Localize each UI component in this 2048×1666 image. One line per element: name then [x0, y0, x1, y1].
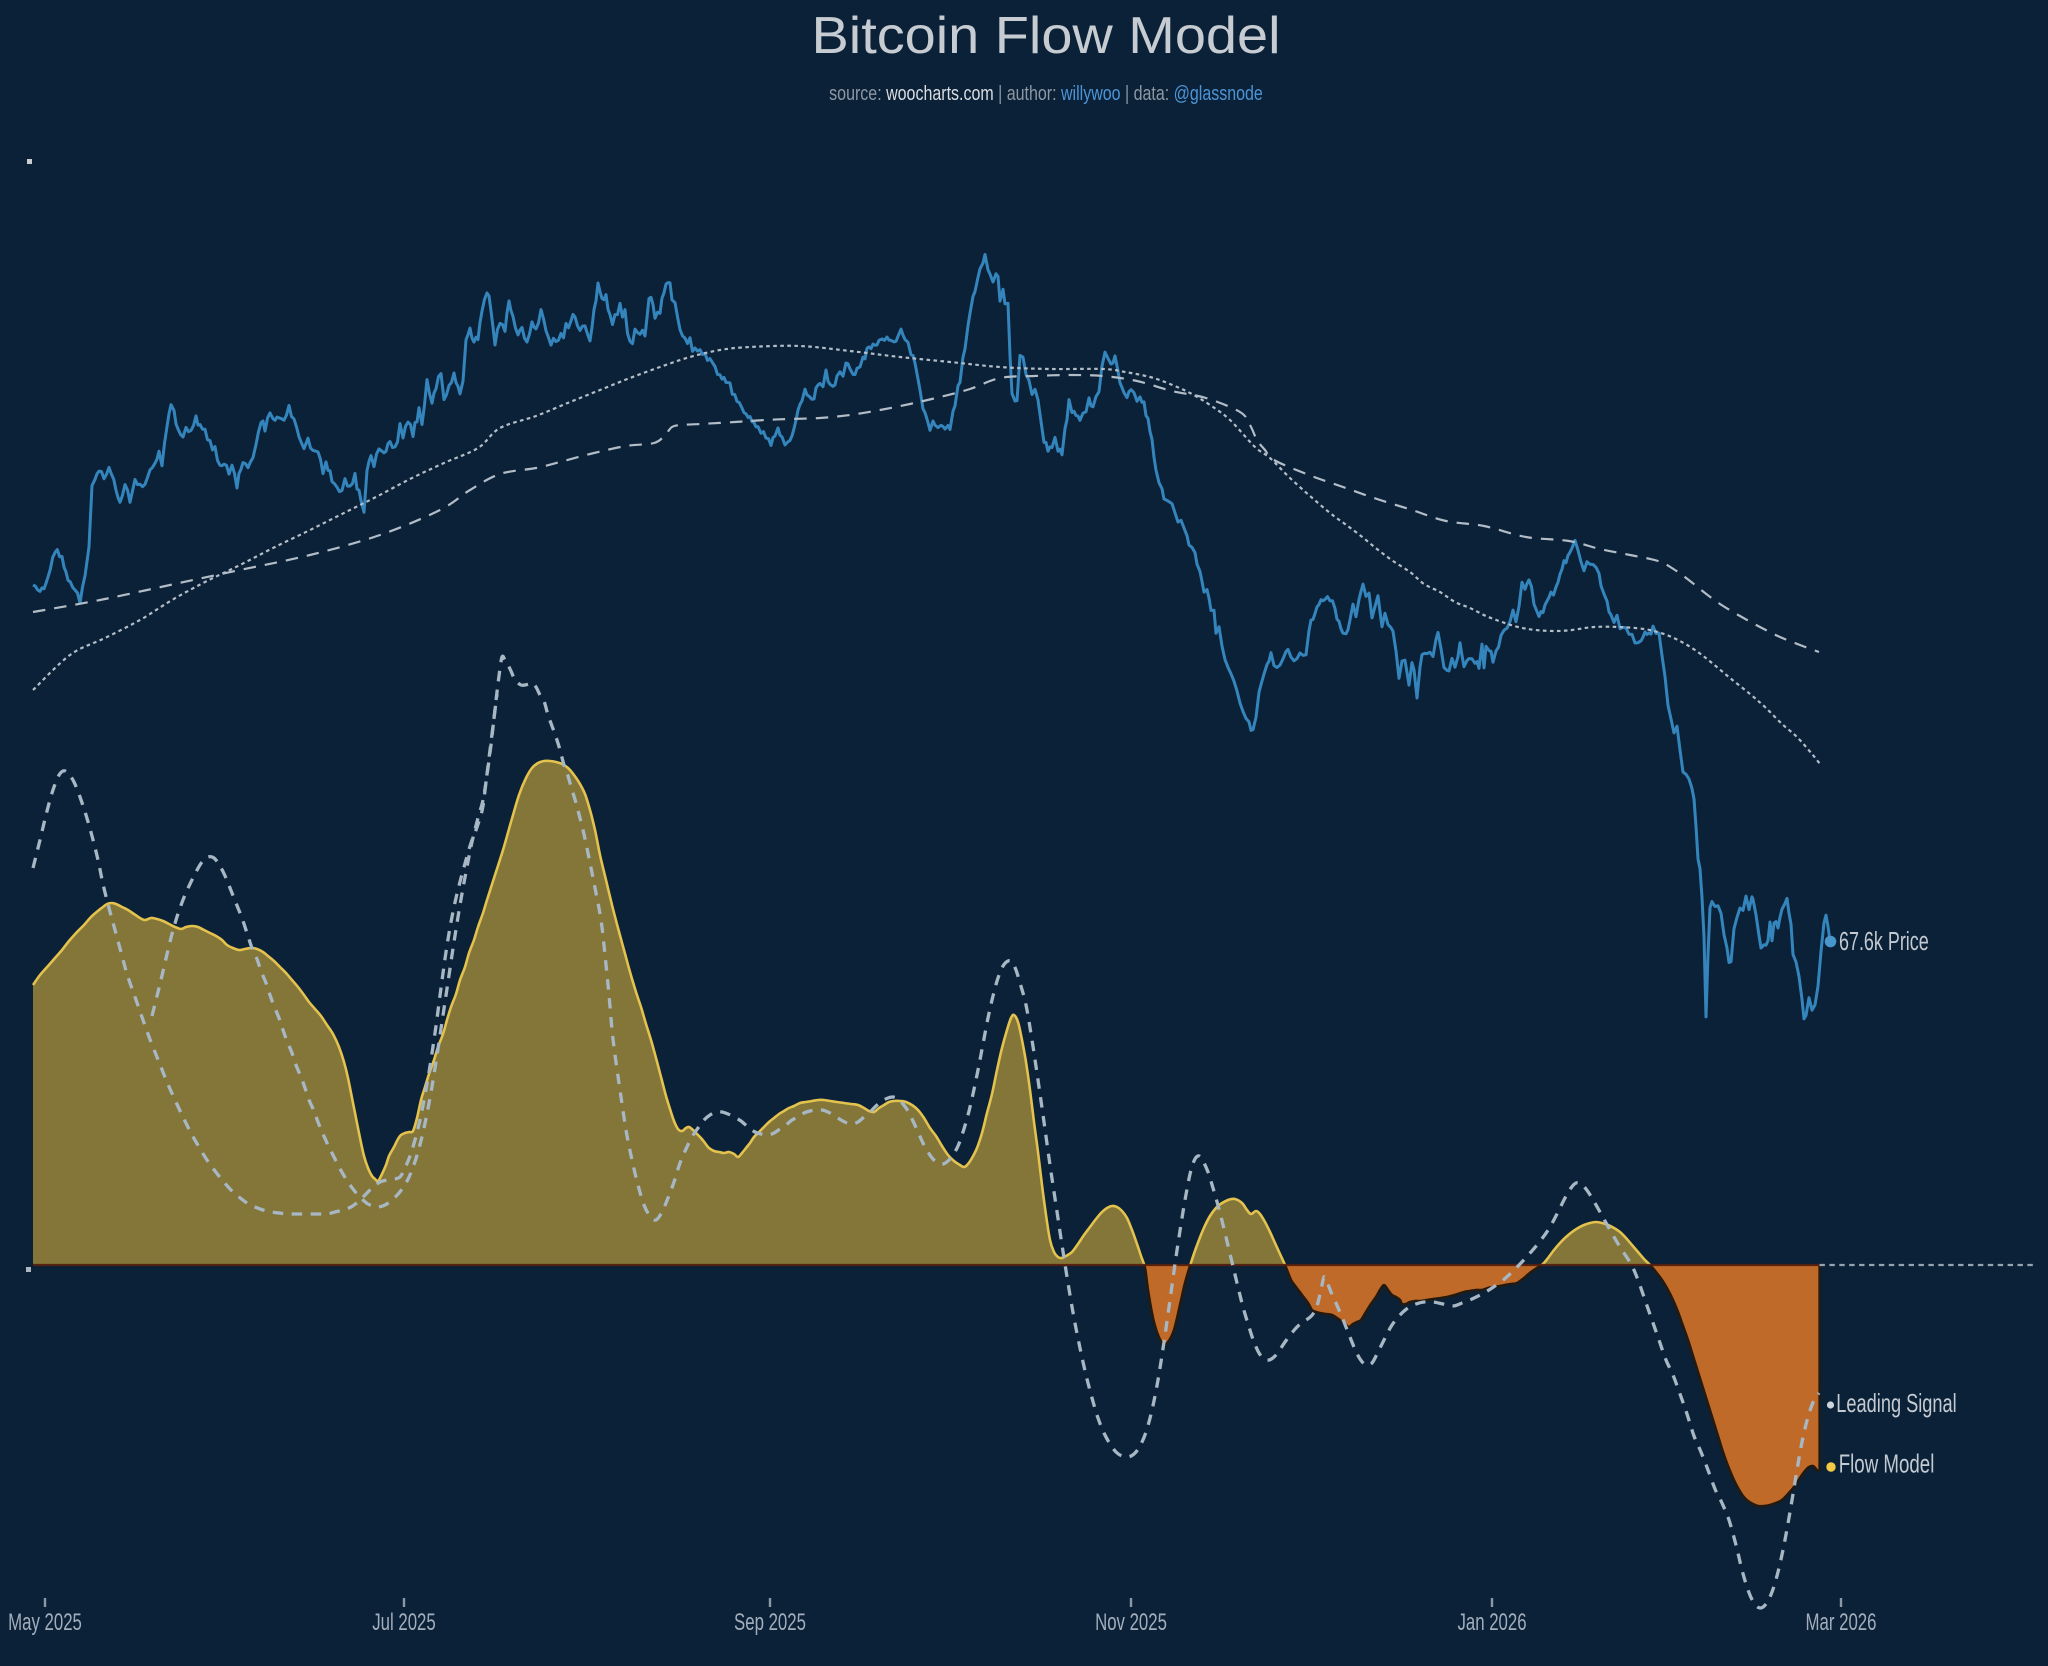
svg-text:Bitcoin Flow Model: Bitcoin Flow Model — [812, 7, 1281, 65]
svg-text:67.6k Price: 67.6k Price — [1839, 927, 1929, 956]
svg-text:Jan 2026: Jan 2026 — [1457, 1609, 1526, 1636]
svg-text:Nov 2025: Nov 2025 — [1095, 1609, 1167, 1636]
svg-text:Jul 2025: Jul 2025 — [372, 1609, 435, 1636]
svg-text:Flow Model: Flow Model — [1839, 1448, 1935, 1478]
svg-text:Sep 2025: Sep 2025 — [734, 1609, 806, 1636]
svg-text:May 2025: May 2025 — [8, 1609, 82, 1636]
svg-text:Leading Signal: Leading Signal — [1836, 1389, 1956, 1418]
svg-text:source: woocharts.com | author: source: woocharts.com | author: willywoo… — [829, 82, 1263, 104]
svg-text:Mar 2026: Mar 2026 — [1806, 1609, 1877, 1636]
